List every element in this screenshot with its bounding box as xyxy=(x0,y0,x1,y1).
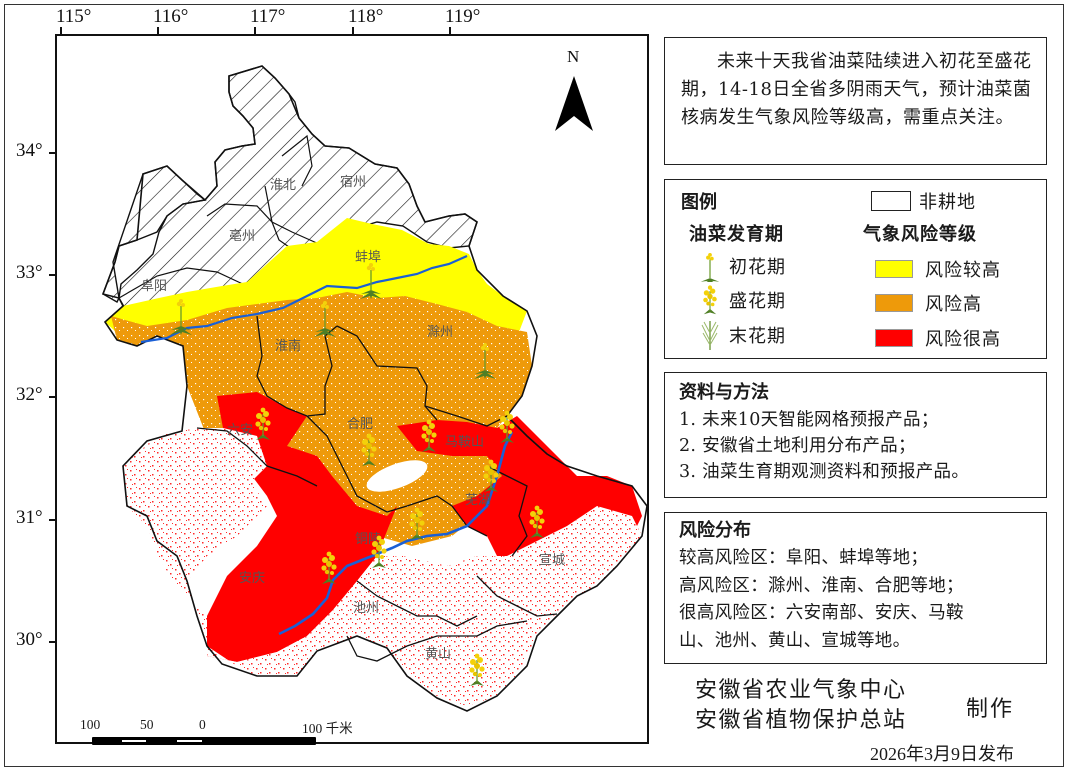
city-label-huangshan: 黄山 xyxy=(425,647,451,662)
longitude-tick xyxy=(254,27,256,35)
legend-item-risk-relatively-high: 风险较高 xyxy=(875,256,1001,282)
legend-panel: 图例 非耕地 油菜发育期 气象风险等级 初花期 盛花期 末花期 风险较高 风险高 xyxy=(664,179,1047,359)
risk-relatively-high-swatch xyxy=(875,260,913,278)
risk-very-high-swatch xyxy=(875,329,913,347)
city-label-hefei: 合肥 xyxy=(347,417,373,432)
city-label-fuyang: 阜阳 xyxy=(141,278,167,294)
huaihe-river xyxy=(140,254,468,344)
legend-item-late-flowering: 末花期 xyxy=(697,319,786,351)
risk-relatively-high-label: 风险较高 xyxy=(925,260,1001,281)
full-flowering-label: 盛花期 xyxy=(729,291,786,312)
growth-stage-heading: 油菜发育期 xyxy=(689,224,784,245)
forecast-summary-text: 未来十天我省油菜陆续进入初花至盛花期，14-18日全省多阴雨天气，预计油菜菌核病… xyxy=(681,51,1032,128)
city-label-luan: 六安 xyxy=(227,423,253,438)
non-farmland-swatch xyxy=(871,191,911,211)
late-flowering-plant-icon xyxy=(701,321,719,350)
latitude-tick xyxy=(49,641,56,643)
full-flowering-plant-icon xyxy=(702,284,718,315)
legend-item-non-farmland: 非耕地 xyxy=(871,188,976,214)
early-flowering-plant-icon xyxy=(699,252,721,282)
methods-panel: 资料与方法 1. 未来10天智能网格预报产品； 2. 安徽省土地利用分布产品； … xyxy=(664,372,1047,498)
risk-high-label: 风险高 xyxy=(925,294,982,315)
latitude-tick xyxy=(49,152,56,154)
risk-distribution-line: 很高风险区：六安南部、安庆、马鞍 xyxy=(679,603,964,623)
risk-very-high-label: 风险很高 xyxy=(925,329,1001,350)
risk-distribution-title: 风险分布 xyxy=(679,520,751,541)
city-label-maanshan: 马鞍山 xyxy=(445,434,484,450)
methods-item: 2. 安徽省土地利用分布产品； xyxy=(679,436,916,456)
longitude-tick xyxy=(157,27,159,35)
longitude-label-119: 119° xyxy=(445,6,481,27)
map-frame: 淮北 宿州 亳州 阜阳 蚌埠 淮南 滁州 六安 合肥 马鞍山 芜湖 铜陵 宣城 … xyxy=(55,34,649,744)
longitude-label-118: 118° xyxy=(348,6,384,27)
legend-item-risk-very-high: 风险很高 xyxy=(875,325,1001,351)
legend-item-risk-high: 风险高 xyxy=(875,290,982,316)
scale-label-100-km: 100 千米 xyxy=(302,721,353,736)
risk-distribution-line: 高风险区：滁州、淮南、合肥等地； xyxy=(679,575,964,596)
city-label-chizhou: 池州 xyxy=(353,601,379,616)
legend-item-full-flowering: 盛花期 xyxy=(697,284,786,316)
longitude-tick xyxy=(449,27,451,35)
forecast-summary-panel: 未来十天我省油菜陆续进入初花至盛花期，14-18日全省多阴雨天气，预计油菜菌核病… xyxy=(664,37,1047,165)
made-by-label: 制作 xyxy=(966,697,1015,722)
latitude-tick xyxy=(49,274,56,276)
city-label-bengbu: 蚌埠 xyxy=(355,250,381,265)
city-label-bozhou: 亳州 xyxy=(229,228,255,244)
producer-plant-protection-station: 安徽省植物保护总站 xyxy=(695,708,907,733)
city-label-anqing: 安庆 xyxy=(239,571,265,586)
legend-item-early-flowering: 初花期 xyxy=(697,250,786,282)
release-date: 2026年3月9日发布 xyxy=(870,744,1014,764)
risk-distribution-panel: 风险分布 较高风险区：阜阳、蚌埠等地； 高风险区：滁州、淮南、合肥等地； 很高风… xyxy=(664,512,1047,664)
city-label-chuzhou: 滁州 xyxy=(427,324,453,340)
province-boundary xyxy=(101,65,647,712)
early-flowering-label: 初花期 xyxy=(729,257,786,278)
scale-label-0: 0 xyxy=(199,717,206,732)
city-label-suzhou: 宿州 xyxy=(340,174,366,190)
producer-block: 安徽省农业气象中心 安徽省植物保护总站 xyxy=(695,676,907,736)
longitude-label-115: 115° xyxy=(56,6,92,27)
latitude-label-34: 34° xyxy=(16,140,43,161)
city-label-huainan: 淮南 xyxy=(275,338,301,354)
longitude-label-117: 117° xyxy=(250,6,286,27)
non-farmland-label: 非耕地 xyxy=(919,192,976,213)
risk-level-heading: 气象风险等级 xyxy=(863,224,977,245)
longitude-tick xyxy=(352,27,354,35)
methods-item: 3. 油菜生育期观测资料和预报产品。 xyxy=(679,462,970,482)
methods-title: 资料与方法 xyxy=(679,382,769,403)
risk-high-region xyxy=(111,292,547,546)
latitude-tick xyxy=(49,519,56,521)
scale-label-100-left: 100 xyxy=(80,717,101,732)
city-label-xuancheng: 宣城 xyxy=(539,552,565,568)
latitude-label-32: 32° xyxy=(16,384,43,405)
longitude-label-116: 116° xyxy=(153,6,189,27)
legend-title: 图例 xyxy=(681,192,717,213)
north-arrow-icon xyxy=(555,76,593,131)
scale-bar xyxy=(92,737,316,745)
longitude-tick xyxy=(60,27,62,35)
city-label-wuhu: 芜湖 xyxy=(465,493,491,508)
late-flowering-label: 末花期 xyxy=(729,326,786,347)
producer-agro-met-center: 安徽省农业气象中心 xyxy=(695,678,907,703)
city-label-huaibei: 淮北 xyxy=(270,178,296,193)
north-arrow-label: N xyxy=(567,47,579,66)
latitude-label-31: 31° xyxy=(16,507,43,528)
latitude-label-30: 30° xyxy=(16,629,43,650)
risk-distribution-line: 较高风险区：阜阳、蚌埠等地； xyxy=(679,548,929,568)
latitude-tick xyxy=(49,396,56,398)
methods-item: 1. 未来10天智能网格预报产品； xyxy=(679,410,939,430)
risk-high-swatch xyxy=(875,294,913,312)
scale-label-50: 50 xyxy=(140,717,154,732)
scale-bar-segment xyxy=(122,740,146,742)
anhui-risk-map: 淮北 宿州 亳州 阜阳 蚌埠 淮南 滁州 六安 合肥 马鞍山 芜湖 铜陵 宣城 … xyxy=(101,47,647,712)
outer-frame xyxy=(4,4,1064,767)
latitude-label-33: 33° xyxy=(16,262,43,283)
scale-bar-segment xyxy=(177,740,202,742)
yangtze-river xyxy=(278,431,514,636)
risk-distribution-line: 山、池州、黄山、宣城等地。 xyxy=(679,630,911,651)
